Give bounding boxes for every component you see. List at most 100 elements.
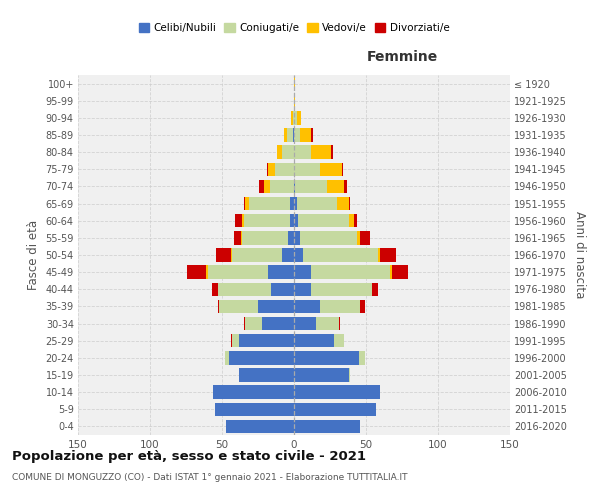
- Bar: [268, 266, 294, 279]
- Bar: [266, 162, 268, 176]
- Bar: [215, 402, 294, 416]
- Bar: [297, 197, 337, 210]
- Bar: [277, 146, 283, 159]
- Bar: [293, 128, 294, 141]
- Bar: [206, 266, 208, 279]
- Bar: [293, 111, 294, 124]
- Bar: [344, 180, 347, 193]
- Bar: [372, 282, 377, 296]
- Bar: [271, 282, 294, 296]
- Bar: [300, 128, 311, 141]
- Bar: [235, 214, 242, 228]
- Bar: [294, 77, 295, 90]
- Bar: [294, 351, 359, 364]
- Bar: [245, 317, 262, 330]
- Bar: [242, 214, 244, 228]
- Bar: [187, 266, 206, 279]
- Bar: [291, 111, 293, 124]
- Bar: [212, 282, 218, 296]
- Bar: [337, 197, 349, 210]
- Bar: [244, 197, 245, 210]
- Bar: [294, 162, 320, 176]
- Bar: [302, 248, 377, 262]
- Bar: [294, 402, 376, 416]
- Bar: [391, 266, 392, 279]
- Bar: [230, 248, 232, 262]
- Bar: [327, 180, 344, 193]
- Bar: [262, 317, 294, 330]
- Bar: [294, 94, 295, 108]
- Bar: [287, 128, 293, 141]
- Bar: [294, 111, 297, 124]
- Bar: [294, 128, 300, 141]
- Bar: [295, 180, 327, 193]
- Bar: [294, 180, 295, 193]
- Bar: [245, 197, 250, 210]
- Bar: [290, 197, 294, 210]
- Bar: [268, 162, 275, 176]
- Bar: [232, 334, 239, 347]
- Bar: [269, 180, 294, 193]
- Bar: [297, 111, 301, 124]
- Bar: [294, 386, 380, 399]
- Bar: [214, 386, 294, 399]
- Bar: [244, 214, 290, 228]
- Bar: [290, 214, 294, 228]
- Bar: [294, 420, 360, 433]
- Bar: [294, 248, 302, 262]
- Bar: [360, 300, 365, 313]
- Bar: [208, 266, 268, 279]
- Bar: [320, 162, 341, 176]
- Bar: [218, 282, 271, 296]
- Bar: [298, 214, 349, 228]
- Bar: [316, 317, 338, 330]
- Bar: [294, 266, 311, 279]
- Bar: [259, 180, 264, 193]
- Bar: [331, 146, 333, 159]
- Bar: [380, 248, 396, 262]
- Bar: [294, 197, 297, 210]
- Bar: [294, 146, 311, 159]
- Bar: [358, 231, 360, 244]
- Bar: [219, 300, 258, 313]
- Bar: [239, 334, 294, 347]
- Bar: [300, 231, 358, 244]
- Bar: [392, 266, 408, 279]
- Bar: [250, 197, 290, 210]
- Bar: [226, 420, 294, 433]
- Bar: [232, 248, 283, 262]
- Bar: [283, 146, 294, 159]
- Bar: [233, 231, 241, 244]
- Bar: [264, 180, 269, 193]
- Text: Popolazione per età, sesso e stato civile - 2021: Popolazione per età, sesso e stato civil…: [12, 450, 366, 463]
- Bar: [355, 214, 358, 228]
- Bar: [334, 334, 344, 347]
- Bar: [218, 300, 219, 313]
- Bar: [230, 334, 232, 347]
- Bar: [377, 248, 380, 262]
- Bar: [341, 162, 343, 176]
- Bar: [294, 231, 300, 244]
- Bar: [294, 282, 311, 296]
- Bar: [294, 334, 334, 347]
- Bar: [244, 317, 245, 330]
- Text: Femmine: Femmine: [367, 50, 437, 64]
- Bar: [338, 317, 340, 330]
- Bar: [294, 317, 316, 330]
- Bar: [349, 197, 350, 210]
- Bar: [242, 231, 288, 244]
- Bar: [294, 368, 349, 382]
- Bar: [359, 351, 365, 364]
- Bar: [294, 214, 298, 228]
- Bar: [275, 162, 294, 176]
- Y-axis label: Anni di nascita: Anni di nascita: [574, 212, 586, 298]
- Y-axis label: Fasce di età: Fasce di età: [27, 220, 40, 290]
- Bar: [320, 300, 360, 313]
- Bar: [288, 231, 294, 244]
- Legend: Celibi/Nubili, Coniugati/e, Vedovi/e, Divorziati/e: Celibi/Nubili, Coniugati/e, Vedovi/e, Di…: [134, 19, 454, 38]
- Bar: [349, 214, 355, 228]
- Bar: [311, 266, 391, 279]
- Bar: [258, 300, 294, 313]
- Bar: [241, 231, 242, 244]
- Bar: [239, 368, 294, 382]
